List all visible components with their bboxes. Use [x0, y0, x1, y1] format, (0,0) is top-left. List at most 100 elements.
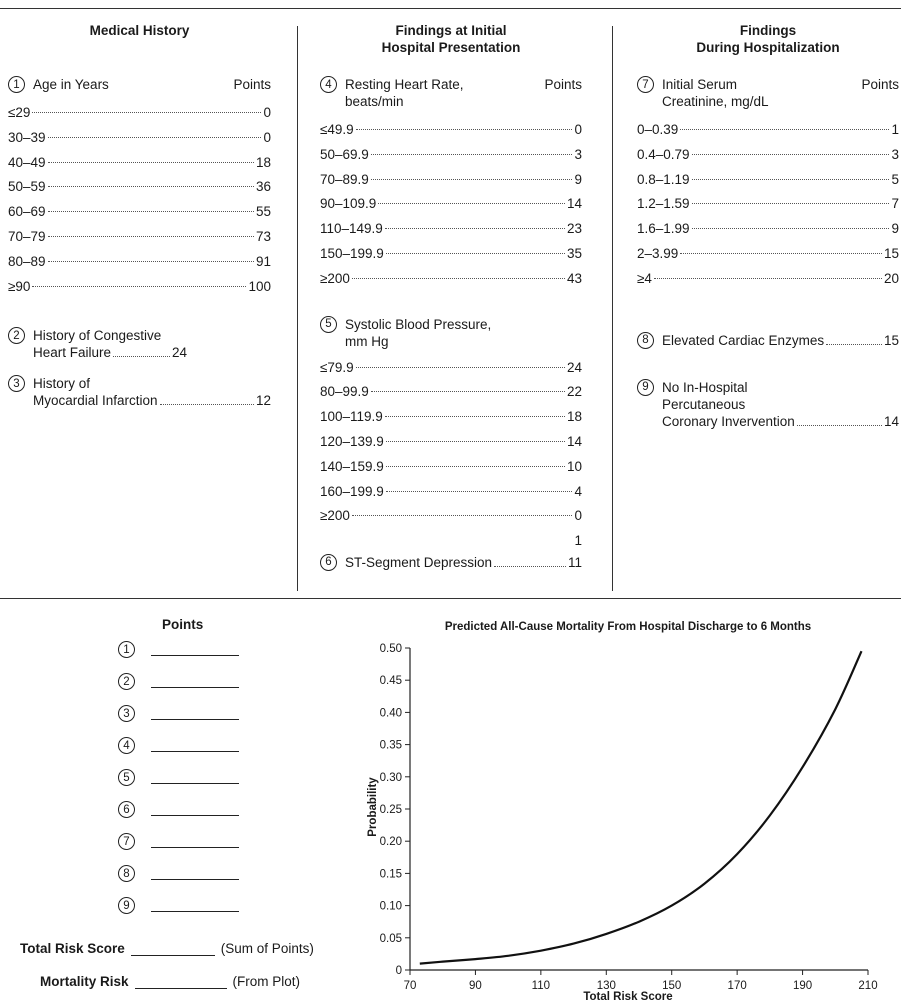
leader-dots [691, 153, 890, 155]
sbp-row: ≥200 0 [320, 504, 582, 529]
age-range: 60–69 [8, 204, 46, 220]
creatinine-points: 5 [891, 171, 899, 187]
leader-dots [351, 277, 565, 279]
sbp-row: 120–139.9 14 [320, 430, 582, 455]
points-header: Points [233, 77, 271, 92]
age-range: 40–49 [8, 154, 46, 170]
x-tick-label: 170 [728, 980, 747, 992]
total-risk-score-label: Total Risk Score [20, 941, 125, 956]
y-tick-label: 0.20 [380, 836, 402, 848]
mi-label-line1: History of [33, 376, 91, 392]
heart-rate-points: 0 [574, 122, 582, 137]
worksheet-line: 4 [118, 737, 239, 754]
leader-dots [351, 515, 573, 517]
leader-dots [691, 228, 890, 230]
leader-dots [826, 343, 882, 345]
sbp-row: 80–99.9 22 [320, 380, 582, 405]
mi-line2: Myocardial Infarction 12 [33, 392, 271, 409]
sbp-item: 5 Systolic Blood Pressure, mm Hg [320, 315, 582, 350]
initial-presentation-title-line1: Findings at Initial [395, 23, 507, 38]
points-blank[interactable] [151, 739, 239, 752]
points-blank[interactable] [151, 771, 239, 784]
item-number-badge: 6 [118, 801, 135, 818]
leader-dots [691, 178, 890, 180]
leader-dots [680, 129, 890, 130]
creatinine-range: 0.8–1.19 [637, 171, 690, 187]
heart-rate-row: 90–109.9 14 [320, 192, 582, 217]
y-tick-label: 0.35 [380, 740, 402, 752]
heart-rate-row: 150–199.9 35 [320, 242, 582, 267]
creatinine-points: 3 [891, 146, 899, 162]
mortality-chart: Predicted All-Cause Mortality From Hospi… [367, 621, 878, 1002]
age-points: 55 [255, 204, 271, 220]
creatinine-label-line2: Creatinine, mg/dL [662, 94, 769, 109]
item-number-badge: 7 [118, 833, 135, 850]
medical-history-title: Medical History [8, 22, 271, 58]
enzymes-points: 15 [883, 332, 899, 348]
x-tick-label: 90 [469, 980, 482, 992]
creatinine-table: 0–0.39 1 0.4–0.79 3 0.8–1.19 5 1.2–1.59 7 1.… [637, 118, 899, 292]
leader-dots [370, 178, 573, 180]
heart-rate-row: 110–149.9 23 [320, 217, 582, 242]
age-table: ≤29 0 30–39 0 40–49 18 50–59 36 60–69 55 70–7… [8, 101, 271, 299]
creatinine-points: 20 [883, 270, 899, 286]
chf-label-line1: History of Congestive [33, 328, 162, 344]
sbp-label-line1: Systolic Blood Pressure, [345, 316, 492, 332]
sbp-range: 80–99.9 [320, 384, 369, 400]
creatinine-item: 7 Initial Serum Points Creatinine, mg/dL [637, 76, 899, 110]
points-blank[interactable] [151, 899, 239, 912]
x-tick-label: 210 [858, 980, 877, 992]
sbp-points: 10 [566, 458, 582, 474]
item-number-badge: 9 [637, 378, 654, 396]
y-tick-label: 0.30 [380, 772, 402, 784]
leader-dots [32, 112, 262, 113]
chf-points: 24 [171, 345, 187, 361]
chf-label-line2: Heart Failure [33, 345, 112, 361]
worksheet-line: 2 [118, 673, 239, 690]
age-points: 36 [255, 179, 271, 195]
stray-mark-row: 1 [320, 529, 582, 554]
heart-rate-range: 70–89.9 [320, 171, 369, 187]
y-tick-label: 0.45 [380, 675, 402, 687]
creatinine-row: 2–3.99 15 [637, 242, 899, 267]
sbp-table: ≤79.9 24 80–99.9 22 100–119.9 18 120–139.9 1… [320, 356, 582, 554]
leader-dots [47, 161, 254, 163]
age-label: Age in Years [33, 77, 109, 92]
age-row: ≤29 0 [8, 101, 271, 126]
item-number-badge: 5 [320, 315, 337, 333]
creatinine-range: 2–3.99 [637, 245, 679, 261]
points-blank[interactable] [151, 803, 239, 816]
sbp-row: 160–199.9 4 [320, 480, 582, 505]
leader-dots [113, 356, 170, 358]
leader-dots [47, 136, 262, 138]
sbp-points: 22 [566, 384, 582, 400]
sbp-range: 160–199.9 [320, 483, 384, 499]
pci-item: 9 No In-Hospital Percutaneous Coronary I… [637, 378, 899, 430]
st-item: 6 ST-Segment Depression 11 [320, 553, 582, 571]
points-blank[interactable] [151, 707, 239, 720]
points-blank[interactable] [151, 867, 239, 880]
age-range: 80–89 [8, 253, 46, 269]
points-blank[interactable] [151, 835, 239, 848]
worksheet-line: 9 [118, 897, 239, 914]
sbp-range: 120–139.9 [320, 433, 384, 449]
points-blank[interactable] [151, 675, 239, 688]
creatinine-points: 7 [891, 196, 899, 212]
leader-dots [653, 277, 882, 279]
mortality-risk-blank[interactable] [134, 976, 227, 989]
points-blank[interactable] [151, 643, 239, 656]
item-number-badge: 4 [118, 737, 135, 754]
heart-rate-range: 50–69.9 [320, 146, 369, 162]
leader-dots [385, 490, 573, 492]
heart-rate-label-line2: beats/min [345, 94, 404, 109]
mortality-curve [419, 650, 863, 965]
leader-dots [385, 252, 565, 254]
age-row: ≥90 100 [8, 275, 271, 300]
leader-dots [385, 440, 565, 442]
creatinine-row: 0.8–1.19 5 [637, 168, 899, 193]
total-risk-score-blank[interactable] [130, 943, 215, 956]
age-row: 70–79 73 [8, 225, 271, 250]
heart-rate-points: 3 [574, 146, 582, 162]
age-points: 100 [248, 278, 271, 294]
age-row: 60–69 55 [8, 200, 271, 225]
